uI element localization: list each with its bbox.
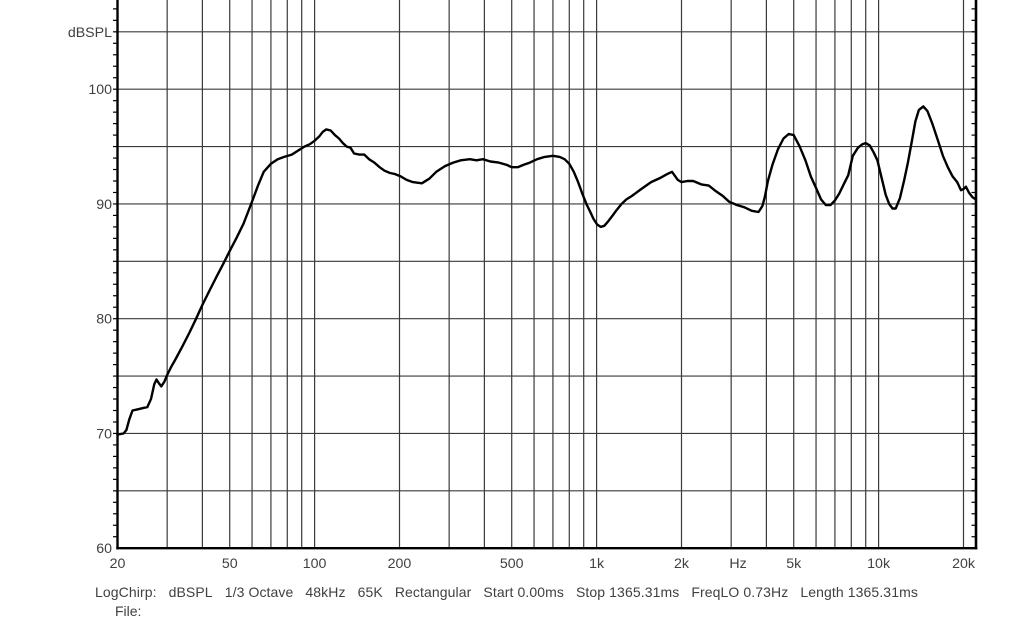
y-tick-label: 70	[96, 426, 112, 442]
response-curve	[116, 105, 977, 436]
y-tick-label: 90	[96, 197, 112, 213]
file-label: File:	[115, 603, 142, 619]
x-tick-label: 500	[500, 556, 524, 572]
x-tick-label: 20k	[952, 556, 976, 572]
file-row: File:	[115, 603, 141, 619]
measurement-settings-bar: LogChirp: dBSPL 1/3 Octave 48kHz 65K Rectangu…	[95, 584, 930, 600]
x-tick-label: 5k	[786, 556, 802, 572]
x-tick-label: 10k	[867, 556, 891, 572]
y-axis-unit-label: dBSPL	[68, 25, 112, 41]
grid	[117, 0, 976, 549]
status-freq-lo: FreqLO 0.73Hz	[691, 584, 789, 600]
status-length: Length 1365.31ms	[800, 584, 918, 600]
axis-frame	[116, 0, 978, 550]
y-tick-label: 60	[96, 541, 112, 557]
x-axis-labels: 20 50 100 200 500 1k 2k Hz 5k 10k 20k	[110, 556, 976, 572]
x-tick-label: 20	[110, 556, 126, 572]
status-y-unit: dBSPL	[168, 584, 213, 600]
status-sample-rate: 48kHz	[305, 584, 346, 600]
status-analysis-type: LogChirp:	[95, 584, 157, 600]
status-window: Rectangular	[394, 584, 472, 600]
status-stop-time: Stop 1365.31ms	[575, 584, 680, 600]
status-smoothing: 1/3 Octave	[224, 584, 294, 600]
y-tick-label: 100	[88, 82, 112, 98]
y-axis-labels: dBSPL 100 90 80 70 60	[68, 25, 112, 557]
x-tick-label: 1k	[589, 556, 605, 572]
x-tick-label: 100	[303, 556, 327, 572]
x-axis-unit-label: Hz	[729, 556, 746, 572]
x-tick-label: 50	[222, 556, 238, 572]
x-tick-label: 200	[388, 556, 412, 572]
status-start-time: Start 0.00ms	[483, 584, 564, 600]
status-fft-size: 65K	[357, 584, 383, 600]
y-tick-label: 80	[96, 312, 112, 328]
x-tick-label: 2k	[674, 556, 690, 572]
